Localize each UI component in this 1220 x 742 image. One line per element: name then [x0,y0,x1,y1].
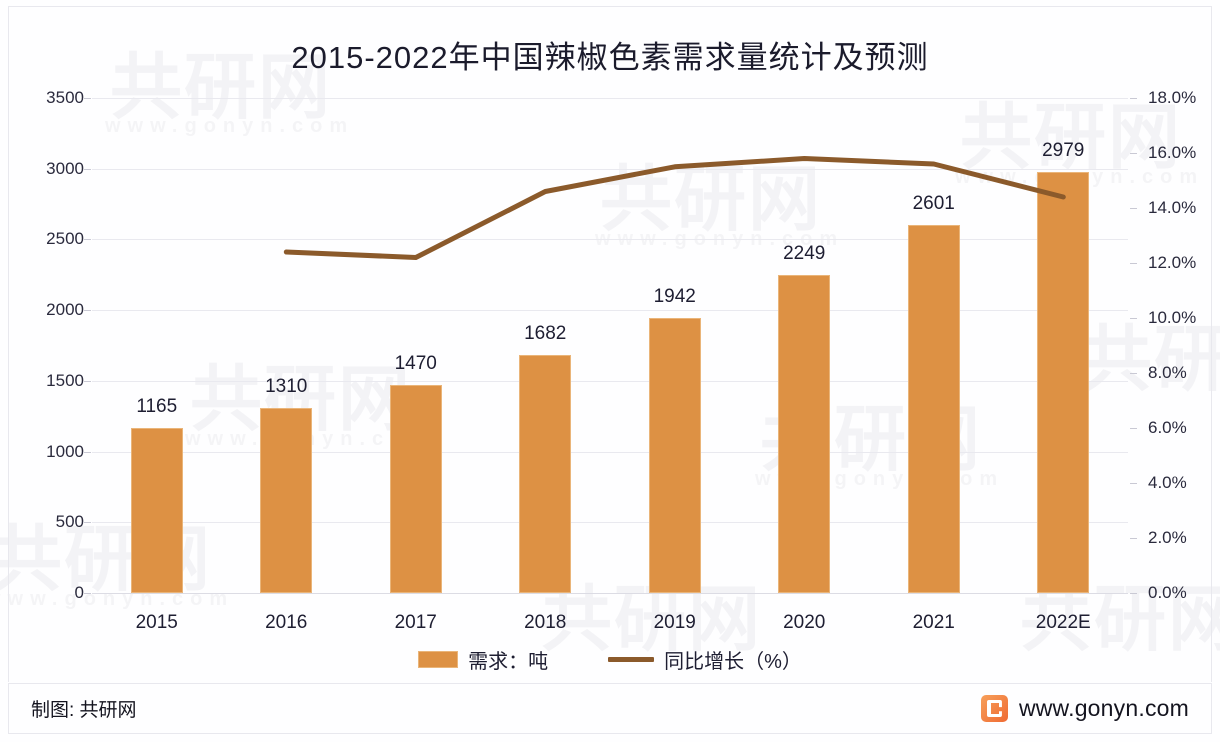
left-axis-tickmark [84,593,91,594]
bar-label-2017: 1470 [394,353,437,375]
footer-brand[interactable]: www.gonyn.com [980,695,1189,722]
gridline [92,522,1128,524]
left-axis-tick: 2000 [46,300,84,320]
bar-label-2022E: 2979 [1042,139,1085,161]
left-axis-tickmark [84,98,91,99]
right-axis-tick: 18.0% [1148,88,1197,107]
page-title: 2015-2022年中国辣椒色素需求量统计及预测 [291,40,929,75]
left-axis-tickmark [84,310,91,312]
gridline [92,98,1128,99]
bar-2015[interactable] [130,428,183,593]
left-axis-tick: 1500 [46,370,84,390]
bar-label-2021: 2601 [912,193,955,215]
bar-label-2016: 1310 [265,375,308,397]
right-axis-tick: 6.0% [1148,418,1187,437]
left-axis-tick: 3500 [46,88,84,107]
left-axis-tickmark [84,380,91,382]
left-axis-tick: 2500 [46,229,84,249]
bar-label-2015: 1165 [136,396,178,418]
right-axis-tickmark [1130,318,1137,319]
line-swatch-icon [608,657,655,662]
right-axis-tickmark [1130,593,1137,594]
right-axis-tick: 0.0% [1148,583,1187,602]
footer-url: www.gonyn.com [1018,695,1189,721]
right-axis-tick: 8.0% [1148,363,1187,382]
footer-bar: 制图: 共研网 www.gonyn.com [8,683,1212,734]
bar-swatch-icon [418,651,459,668]
footer-credit: 制图: 共研网 [31,700,137,721]
right-axis-tick: 12.0% [1148,253,1197,272]
legend-item-growth[interactable]: 同比增长（%） [608,645,802,674]
chart-frame [8,6,1212,682]
bar-2017[interactable] [389,385,442,593]
bar-2021[interactable] [907,225,960,593]
left-axis-tick: 0 [74,583,84,602]
left-axis-tick: 1000 [46,441,84,461]
bar-label-2020: 2249 [783,242,826,264]
growth-line-series [283,156,1066,260]
right-axis-tickmark [1130,153,1137,154]
legend-label-growth: 同比增长（%） [664,651,802,673]
x-axis-tick-2022E: 2022E [1035,612,1091,633]
left-axis-tick: 500 [55,512,84,532]
right-axis-tick: 10.0% [1148,308,1197,327]
right-axis-tickmark [1130,263,1137,264]
gridline [92,168,1128,170]
right-axis-tickmark [1130,538,1137,539]
bar-2019[interactable] [648,318,701,593]
legend-label-demand: 需求：吨 [468,651,549,673]
right-axis-tick: 2.0% [1148,528,1187,547]
gridline [92,380,1128,382]
x-axis-tick-2016: 2016 [265,612,308,633]
bar-2018[interactable] [519,355,572,593]
x-axis-tick-2015: 2015 [135,612,178,633]
left-axis-tickmark [84,239,91,241]
plot-area [92,98,1128,594]
right-axis-tickmark [1130,98,1137,99]
left-axis-tickmark [84,168,91,170]
right-axis-tick: 16.0% [1148,143,1197,162]
right-axis-tickmark [1130,208,1137,209]
x-axis-tick-2020: 2020 [783,612,826,633]
bar-2016[interactable] [260,407,313,593]
gridline [92,310,1128,312]
legend-item-demand[interactable]: 需求：吨 [418,645,548,674]
chart-legend: 需求：吨 同比增长（%） [0,645,1220,674]
growth-line [283,156,1066,260]
x-axis-tick-2021: 2021 [912,612,955,633]
gridline [92,239,1128,241]
gonyn-logo-icon [980,695,1008,722]
bar-label-2019: 1942 [653,286,696,308]
bar-2022E[interactable] [1037,171,1090,593]
right-axis-tick: 4.0% [1148,473,1187,492]
right-axis-tickmark [1130,483,1137,484]
right-axis-tick: 14.0% [1148,198,1197,217]
right-axis-tickmark [1130,373,1137,374]
gridline [92,451,1128,453]
right-axis-tickmark [1130,428,1137,429]
left-axis-tickmark [84,451,91,453]
x-axis-tick-2018: 2018 [524,612,567,633]
bar-label-2018: 1682 [524,323,567,345]
bar-2020[interactable] [778,274,831,593]
left-axis-tickmark [84,522,91,524]
left-axis-tick: 3000 [46,158,84,178]
x-axis-tick-2017: 2017 [394,612,437,633]
gridline [92,593,1128,594]
x-axis-tick-2019: 2019 [653,612,696,633]
